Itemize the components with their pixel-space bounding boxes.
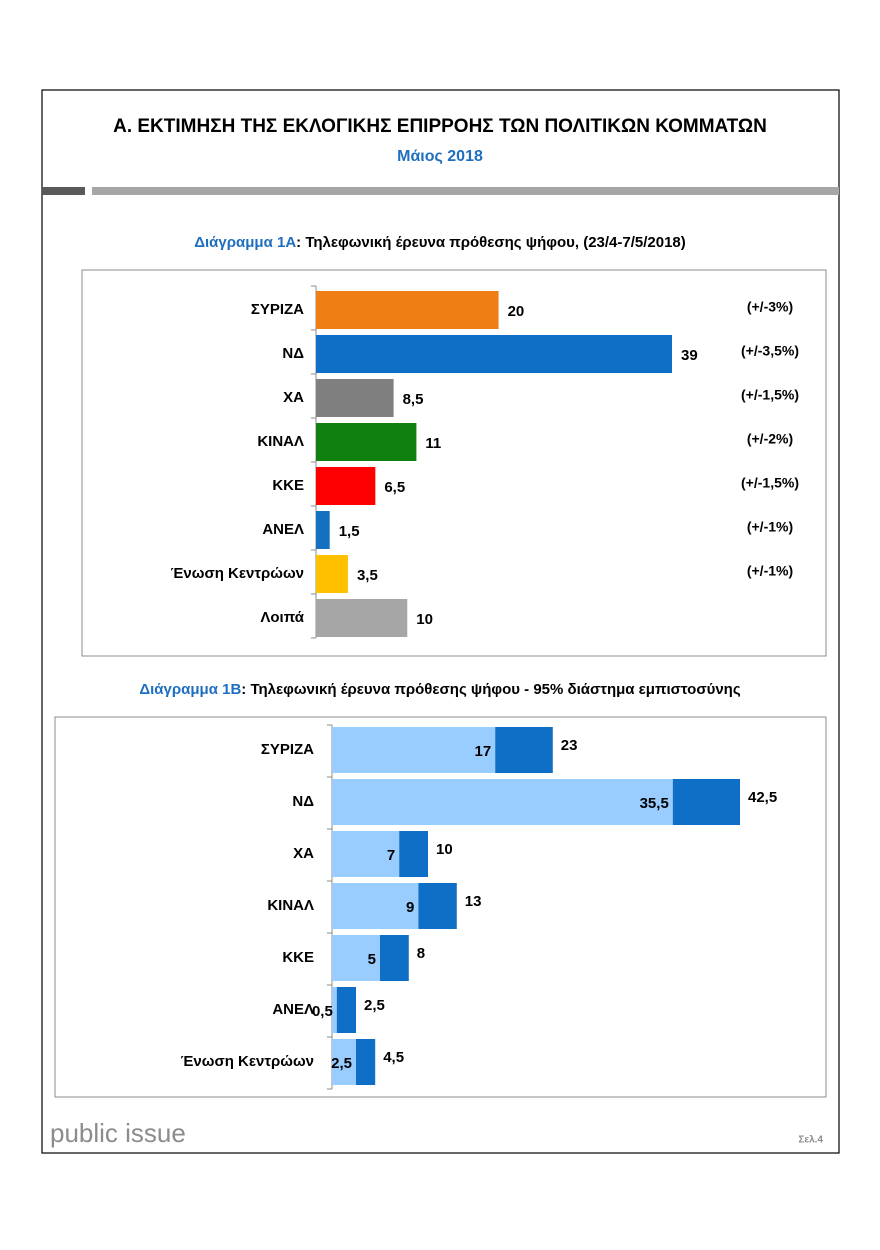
low-label: 0,5	[312, 1003, 333, 1020]
bar	[316, 511, 330, 549]
bar-high	[399, 831, 428, 877]
category-label: ΝΔ	[282, 345, 304, 362]
category-label: ΧΑ	[283, 389, 304, 406]
bar-low	[332, 727, 496, 773]
category-label: ΧΑ	[293, 845, 314, 862]
low-label: 7	[387, 847, 395, 864]
category-label: Λοιπά	[260, 609, 304, 626]
value-label: 6,5	[384, 479, 405, 496]
bar-low	[332, 779, 673, 825]
value-label: 1,5	[339, 523, 360, 540]
bar-low	[332, 987, 337, 1033]
low-label: 9	[406, 899, 414, 916]
bar-high	[418, 883, 457, 929]
bar-high	[336, 987, 356, 1033]
value-label: 39	[681, 347, 698, 364]
bar-low	[332, 883, 419, 929]
margin-label: (+/-1,5%)	[741, 475, 799, 491]
chart-caption: Διάγραμμα 1Α: Τηλεφωνική έρευνα πρόθεσης…	[194, 234, 686, 251]
page-number: Σελ.4	[798, 1135, 823, 1146]
value-label: 20	[508, 303, 525, 320]
bar	[316, 467, 376, 505]
bar-low	[332, 935, 380, 981]
high-label: 13	[465, 893, 482, 910]
chart-label: Διάγραμμα 1Α	[194, 234, 296, 251]
margin-label: (+/-1%)	[747, 563, 793, 579]
high-label: 10	[436, 841, 453, 858]
high-label: 4,5	[383, 1049, 404, 1066]
bar-high	[380, 935, 409, 981]
divider	[42, 187, 85, 195]
value-label: 3,5	[357, 567, 378, 584]
low-label: 35,5	[640, 795, 669, 812]
page-title: Α. ΕΚΤΙΜΗΣΗ ΤΗΣ ΕΚΛΟΓΙΚΗΣ ΕΠΙΡΡΟΗΣ ΤΩΝ Π…	[113, 116, 767, 137]
chart-frame	[54, 716, 827, 1098]
bar-low	[332, 831, 400, 877]
brand: public issue	[50, 1118, 186, 1148]
divider	[92, 187, 839, 195]
bar	[316, 555, 348, 593]
category-label: ΝΔ	[292, 793, 314, 810]
margin-label: (+/-3,5%)	[741, 343, 799, 359]
margin-label: (+/-2%)	[747, 431, 793, 447]
category-label: ΑΝΕΛ	[272, 1001, 314, 1018]
page-subtitle: Μάιος 2018	[397, 148, 483, 165]
category-label: Ένωση Κεντρώων	[181, 1053, 314, 1070]
margin-label: (+/-1%)	[747, 519, 793, 535]
category-label: ΚΚΕ	[282, 949, 314, 966]
low-label: 2,5	[331, 1055, 352, 1072]
value-label: 10	[416, 611, 433, 628]
margin-label: (+/-3%)	[747, 299, 793, 315]
bar	[316, 423, 417, 461]
chart-title: : Τηλεφωνική έρευνα πρόθεσης ψήφου, (23/…	[296, 234, 686, 251]
high-label: 42,5	[748, 789, 777, 806]
bar	[316, 599, 408, 637]
bar-low	[332, 1039, 356, 1085]
low-label: 5	[368, 951, 376, 968]
bar-high	[495, 727, 553, 773]
bar-high	[672, 779, 740, 825]
category-label: ΑΝΕΛ	[262, 521, 304, 538]
chart-title: : Τηλεφωνική έρευνα πρόθεσης ψήφου - 95%…	[241, 681, 741, 698]
category-label: ΣΥΡΙΖΑ	[251, 301, 304, 318]
chart-frame	[81, 269, 827, 657]
page-frame	[41, 89, 840, 1154]
chart-caption: Διάγραμμα 1Β: Τηλεφωνική έρευνα πρόθεσης…	[139, 681, 740, 698]
low-label: 17	[475, 743, 492, 760]
bar-high	[356, 1039, 376, 1085]
value-label: 11	[425, 435, 441, 452]
high-label: 8	[417, 945, 425, 962]
category-label: ΣΥΡΙΖΑ	[261, 741, 314, 758]
value-label: 8,5	[403, 391, 424, 408]
high-label: 2,5	[364, 997, 385, 1014]
margin-label: (+/-1,5%)	[741, 387, 799, 403]
category-label: ΚΙΝΑΛ	[257, 433, 304, 450]
bar	[316, 291, 499, 329]
category-label: Ένωση Κεντρώων	[171, 565, 304, 582]
high-label: 23	[561, 737, 578, 754]
bar	[316, 379, 394, 417]
category-label: ΚΙΝΑΛ	[267, 897, 314, 914]
category-label: ΚΚΕ	[272, 477, 304, 494]
bar	[316, 335, 672, 373]
chart-label: Διάγραμμα 1Β	[139, 681, 241, 698]
